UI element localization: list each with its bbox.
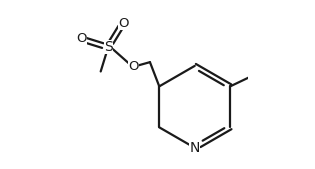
Text: O: O: [118, 17, 128, 30]
Text: O: O: [128, 60, 138, 73]
Text: S: S: [104, 40, 112, 54]
Text: N: N: [190, 141, 200, 155]
Text: O: O: [76, 32, 86, 45]
